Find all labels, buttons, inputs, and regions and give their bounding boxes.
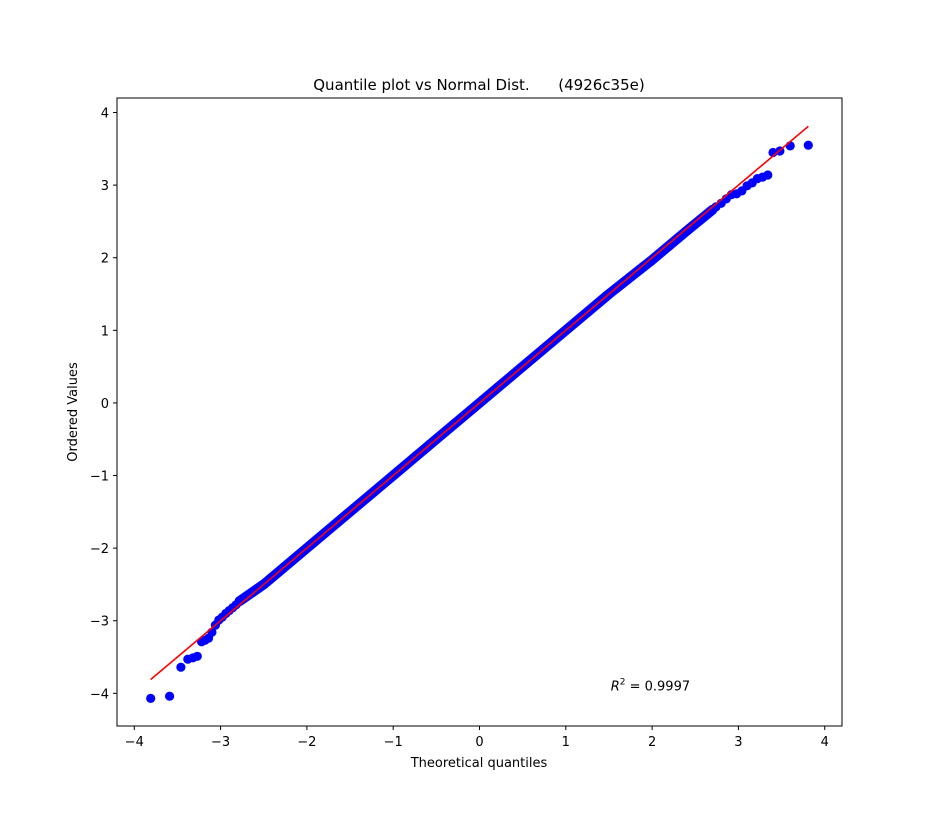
annotation-suffix: = 0.9997 xyxy=(625,679,690,694)
data-point xyxy=(785,141,795,151)
data-point xyxy=(192,651,202,661)
x-tick-label: −4 xyxy=(125,735,144,750)
data-point xyxy=(763,170,773,180)
data-points xyxy=(146,140,813,704)
x-tick-label: −1 xyxy=(384,735,403,750)
x-tick-label: −2 xyxy=(297,735,316,750)
y-tick-label: 4 xyxy=(101,107,109,122)
chart-title: Quantile plot vs Normal Dist. (4926c35e) xyxy=(313,76,644,94)
y-tick-label: −2 xyxy=(90,542,109,557)
plot-frame xyxy=(116,97,843,727)
x-tick-label: 4 xyxy=(821,735,829,750)
x-tick-label: 1 xyxy=(562,735,570,750)
y-axis-label: Ordered Values xyxy=(66,362,81,462)
x-axis-label: Theoretical quantiles xyxy=(410,756,548,771)
y-tick-label: −3 xyxy=(90,615,109,630)
y-tick-label: −4 xyxy=(90,687,109,702)
fit-line-group xyxy=(150,125,809,681)
y-tick-label: 0 xyxy=(101,397,109,412)
x-tick-label: −3 xyxy=(211,735,230,750)
annotation-prefix: R xyxy=(611,679,620,694)
data-point xyxy=(165,691,175,701)
data-point xyxy=(146,693,156,704)
y-tick-label: 2 xyxy=(101,252,109,267)
axis-ticks: −4 −3 −2 −1 0 1 2 3 4 −4 −3 −2 −1 0 1 2 3 4 xyxy=(90,107,829,750)
fit-line xyxy=(150,125,809,681)
data-point xyxy=(176,662,186,672)
x-tick-label: 3 xyxy=(734,735,742,750)
data-point xyxy=(803,140,813,150)
r-squared-annotation: R2 = 0.9997 xyxy=(611,677,690,694)
annotation-superscript: 2 xyxy=(620,677,626,687)
y-tick-label: −1 xyxy=(90,470,109,485)
y-tick-label: 1 xyxy=(101,324,109,339)
x-tick-label: 0 xyxy=(475,735,483,750)
x-tick-label: 2 xyxy=(648,735,656,750)
y-tick-label: 3 xyxy=(101,179,109,194)
